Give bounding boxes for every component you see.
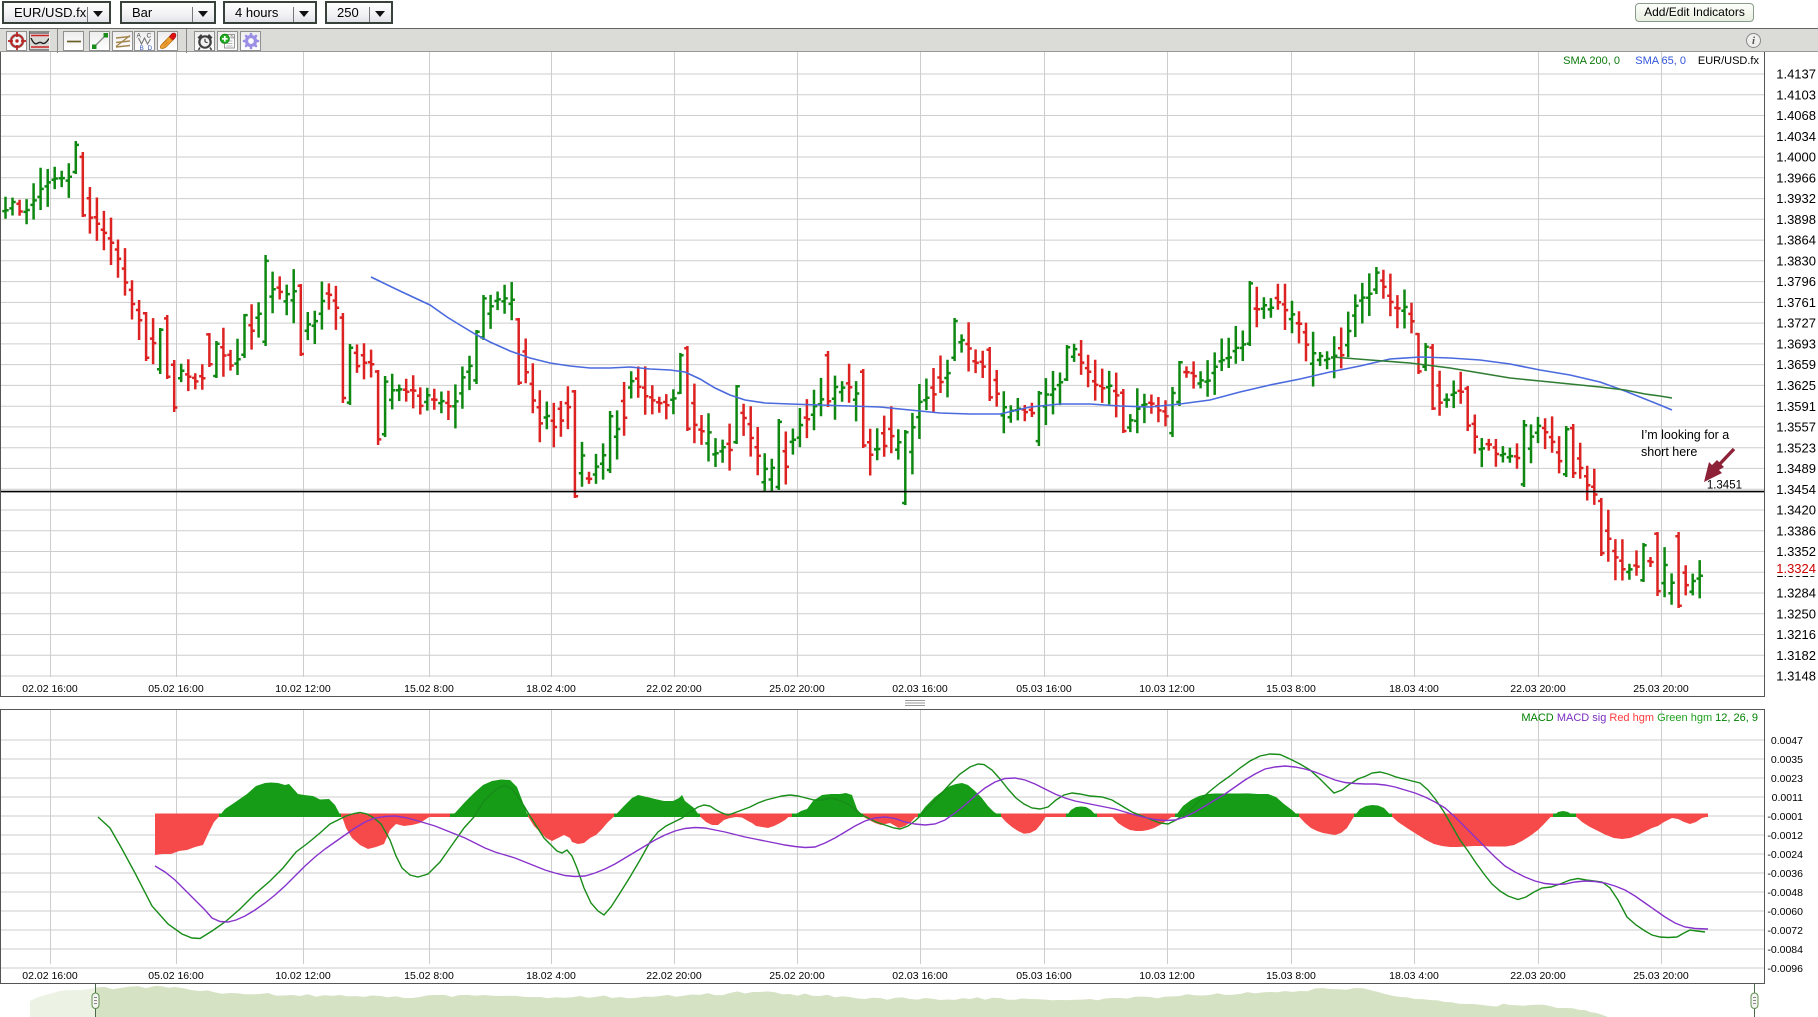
svg-text:1.3625: 1.3625 [1776,378,1816,393]
svg-text:1.4000: 1.4000 [1776,150,1816,165]
svg-text:1.4068: 1.4068 [1776,108,1816,123]
svg-text:22.02 20:00: 22.02 20:00 [646,970,702,982]
svg-text:15.03 8:00: 15.03 8:00 [1266,683,1316,695]
svg-text:1.3250: 1.3250 [1776,606,1816,621]
svg-text:22.03 20:00: 22.03 20:00 [1510,970,1566,982]
svg-text:1.3864: 1.3864 [1776,233,1816,248]
svg-text:1.4103: 1.4103 [1776,87,1816,102]
svg-text:1.3659: 1.3659 [1776,357,1816,372]
svg-text:-0.0084: -0.0084 [1767,944,1803,956]
svg-text:15.02 8:00: 15.02 8:00 [404,970,454,982]
svg-text:25.03 20:00: 25.03 20:00 [1633,970,1689,982]
svg-text:1.3451: 1.3451 [1707,480,1742,492]
svg-text:02.03 16:00: 02.03 16:00 [892,970,948,982]
svg-text:1.3966: 1.3966 [1776,170,1816,185]
svg-text:EUR/USD.fx: EUR/USD.fx [1698,55,1760,67]
svg-text:1.3284: 1.3284 [1776,586,1816,601]
svg-text:1.3216: 1.3216 [1776,627,1816,642]
svg-text:25.02 20:00: 25.02 20:00 [769,683,825,695]
svg-text:1.3761: 1.3761 [1776,295,1816,310]
svg-text:1.3352: 1.3352 [1776,544,1816,559]
svg-text:1.3693: 1.3693 [1776,337,1816,352]
svg-text:-0.0024: -0.0024 [1767,849,1803,861]
svg-text:B: B [140,45,144,51]
svg-text:1.3386: 1.3386 [1776,523,1816,538]
svg-text:1.3454: 1.3454 [1776,482,1816,497]
svg-text:25.02 20:00: 25.02 20:00 [769,970,825,982]
svg-text:MACD MACD sig Red hgm Green hg: MACD MACD sig Red hgm Green hgm 12, 26, … [1521,712,1758,724]
svg-text:1.3489: 1.3489 [1776,461,1816,476]
svg-text:10.03 12:00: 10.03 12:00 [1139,683,1195,695]
svg-text:short here: short here [1641,445,1697,459]
svg-text:1.3148: 1.3148 [1776,669,1816,684]
svg-text:02.02 16:00: 02.02 16:00 [22,683,78,695]
svg-text:0.0047: 0.0047 [1771,735,1803,747]
svg-text:25.03 20:00: 25.03 20:00 [1633,683,1689,695]
svg-text:0.0035: 0.0035 [1771,754,1803,766]
svg-text:22.03 20:00: 22.03 20:00 [1510,683,1566,695]
svg-text:C: C [147,33,152,40]
svg-text:D: D [148,45,153,51]
svg-text:1.3830: 1.3830 [1776,253,1816,268]
svg-text:I’m looking for a: I’m looking for a [1641,428,1729,442]
svg-text:05.02 16:00: 05.02 16:00 [148,970,204,982]
svg-text:A: A [137,33,142,40]
svg-text:1.3727: 1.3727 [1776,316,1816,331]
svg-text:05.03 16:00: 05.03 16:00 [1016,970,1072,982]
svg-text:18.02 4:00: 18.02 4:00 [526,970,576,982]
svg-text:05.03 16:00: 05.03 16:00 [1016,683,1072,695]
svg-text:-0.0072: -0.0072 [1767,925,1803,937]
svg-text:1.4034: 1.4034 [1776,129,1816,144]
svg-text:-0.0036: -0.0036 [1767,868,1803,880]
svg-text:02.02 16:00: 02.02 16:00 [22,970,78,982]
svg-text:SMA 65, 0: SMA 65, 0 [1635,55,1686,67]
svg-text:-0.0096: -0.0096 [1767,963,1803,975]
svg-text:1.3420: 1.3420 [1776,503,1816,518]
svg-text:SMA 200, 0: SMA 200, 0 [1563,55,1620,67]
svg-text:1.3557: 1.3557 [1776,420,1816,435]
svg-text:15.03 8:00: 15.03 8:00 [1266,970,1316,982]
svg-text:18.03 4:00: 18.03 4:00 [1389,970,1439,982]
svg-text:1.3523: 1.3523 [1776,440,1816,455]
svg-text:10.02 12:00: 10.02 12:00 [275,970,331,982]
svg-text:10.02 12:00: 10.02 12:00 [275,683,331,695]
svg-text:10.03 12:00: 10.03 12:00 [1139,970,1195,982]
svg-text:1.3591: 1.3591 [1776,399,1816,414]
svg-text:-0.0012: -0.0012 [1767,830,1803,842]
svg-text:-0.0001: -0.0001 [1767,811,1803,823]
svg-text:0.0011: 0.0011 [1772,792,1803,804]
svg-text:22.02 20:00: 22.02 20:00 [646,683,702,695]
svg-text:1.3796: 1.3796 [1776,274,1816,289]
svg-text:18.02 4:00: 18.02 4:00 [526,683,576,695]
svg-text:-0.0060: -0.0060 [1767,906,1803,918]
svg-text:1.3182: 1.3182 [1776,648,1816,663]
svg-text:15.02 8:00: 15.02 8:00 [404,683,454,695]
svg-text:18.03 4:00: 18.03 4:00 [1389,683,1439,695]
svg-text:02.03 16:00: 02.03 16:00 [892,683,948,695]
svg-text:-0.0048: -0.0048 [1767,887,1803,899]
svg-text:1.3932: 1.3932 [1776,191,1816,206]
svg-text:1.3324: 1.3324 [1776,561,1816,576]
svg-text:1.3898: 1.3898 [1776,212,1816,227]
svg-text:05.02 16:00: 05.02 16:00 [148,683,204,695]
svg-text:0.0023: 0.0023 [1771,773,1803,785]
svg-text:1.4137: 1.4137 [1776,67,1816,82]
